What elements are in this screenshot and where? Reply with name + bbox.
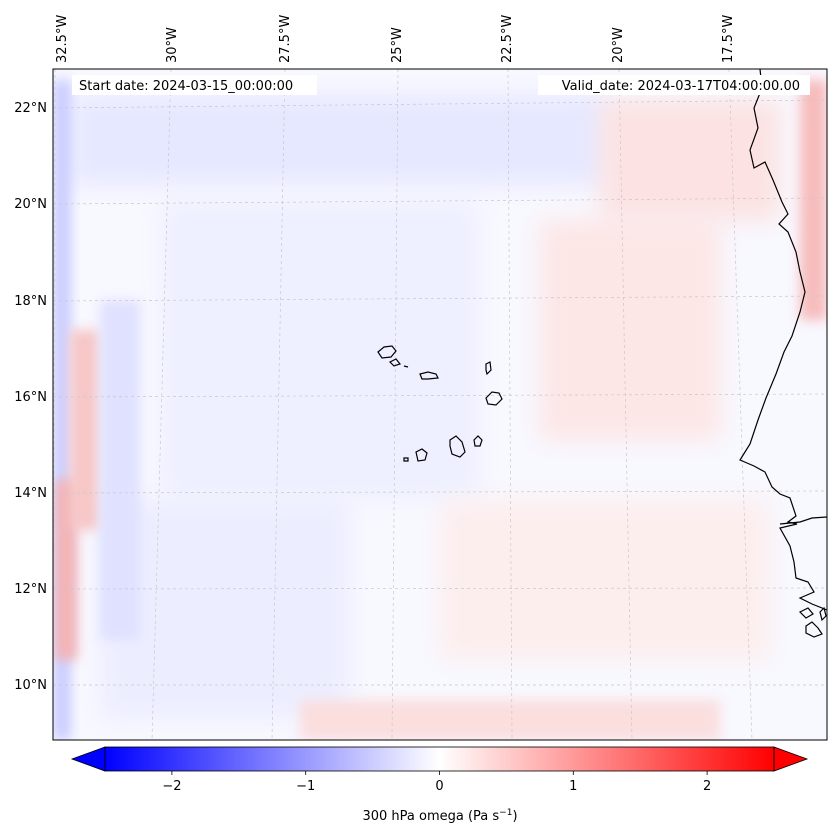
map-frame — [52, 68, 828, 741]
omega-patch — [300, 700, 720, 740]
lon-label: 22.5°W — [500, 15, 515, 63]
island — [798, 607, 814, 619]
valid-date-box — [538, 75, 810, 95]
africa-coastline — [739, 69, 827, 611]
omega-patch — [540, 220, 720, 440]
island — [485, 391, 503, 406]
island — [449, 435, 466, 458]
colorbar-tick-label: 0 — [435, 779, 443, 794]
colorbar-tick-label: −1 — [296, 779, 315, 794]
lon-label: 32.5°W — [55, 15, 70, 63]
island — [419, 371, 439, 380]
meridian-line — [728, 69, 753, 740]
island — [403, 457, 409, 462]
lat-label: 10°N — [14, 678, 47, 693]
lon-label: 27.5°W — [278, 15, 293, 63]
omega-patch — [70, 330, 100, 530]
omega-patch — [70, 95, 610, 185]
island — [485, 361, 492, 376]
omega-patch — [800, 80, 827, 320]
colorbar-tick-label: 2 — [703, 779, 711, 794]
colorbar-label: 300 hPa omega (Pa s−1) — [362, 808, 517, 824]
colorbar-label-text: 300 hPa omega (Pa s — [362, 809, 499, 824]
meridian-line — [271, 69, 286, 740]
colorbar-ticks: −2 −1 0 1 2 — [162, 771, 711, 794]
island — [415, 448, 428, 462]
start-date-label: Start date: 2024-03-15_00:00:00 — [79, 79, 293, 94]
latitude-labels: 22°N 20°N 18°N 16°N 14°N 12°N 10°N — [14, 101, 47, 693]
meridian-line — [618, 69, 633, 740]
colorbar-extend-high — [773, 746, 809, 772]
colorbar-tick-label: 1 — [569, 779, 577, 794]
coastlines — [377, 69, 827, 638]
colorbar: −2 −1 0 1 2 300 hPa omega (Pa s−1) — [70, 746, 809, 824]
colorbar-tick-label: −2 — [162, 779, 181, 794]
omega-patch — [100, 500, 350, 720]
valid-date-label: Valid_date: 2024-03-17T04:00:00.00 — [562, 79, 800, 94]
map-panel: Start date: 2024-03-15_00:00:00 Valid_da… — [52, 68, 828, 741]
omega-patch — [440, 500, 770, 660]
lat-label: 12°N — [14, 582, 47, 597]
lat-label: 20°N — [14, 197, 47, 212]
colorbar-label-close: ) — [512, 809, 517, 824]
island — [819, 606, 827, 622]
island — [388, 358, 402, 367]
island — [805, 621, 823, 638]
island — [403, 365, 409, 368]
africa-coastline — [779, 516, 827, 525]
lat-label: 18°N — [14, 294, 47, 309]
omega-patch — [100, 300, 140, 640]
lat-label: 22°N — [14, 101, 47, 116]
lat-label: 14°N — [14, 486, 47, 501]
start-date-box — [72, 75, 317, 95]
meridian-line — [151, 69, 172, 740]
omega-patch — [160, 200, 480, 500]
lon-label: 30°W — [165, 27, 180, 63]
colorbar-label-exponent: −1 — [499, 808, 512, 818]
lon-label: 17.5°W — [721, 15, 736, 63]
island — [377, 345, 397, 359]
meridian-line — [507, 69, 513, 740]
meridian-line — [391, 69, 399, 740]
colorbar-gradient — [105, 747, 774, 771]
omega-field — [53, 80, 827, 740]
lat-label: 16°N — [14, 390, 47, 405]
lon-label: 25°W — [390, 27, 405, 63]
island — [473, 435, 483, 447]
lon-label: 20°W — [611, 27, 626, 63]
omega-patch — [600, 100, 780, 220]
colorbar-extend-low — [70, 746, 106, 772]
longitude-labels: 32.5°W 30°W 27.5°W 25°W 22.5°W 20°W 17.5… — [55, 15, 736, 63]
